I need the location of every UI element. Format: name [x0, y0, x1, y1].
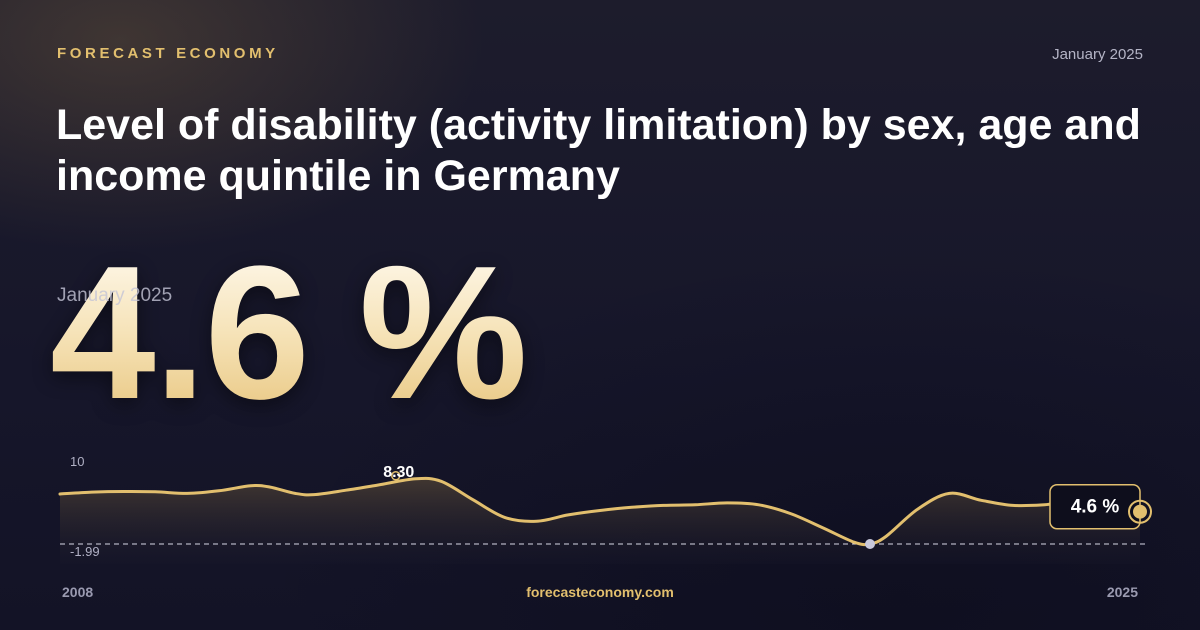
- area-fill: [60, 478, 1140, 564]
- min-marker: [865, 539, 875, 549]
- x-axis-start-label: 2008: [62, 584, 94, 600]
- series-line: [58, 476, 1142, 547]
- y-axis-max-label: 10: [70, 454, 84, 469]
- date-label-overlay: January 2025: [57, 285, 173, 306]
- y-axis-min-label: -1.99: [70, 544, 100, 559]
- page-title: Level of disability (activity limitation…: [56, 101, 1141, 200]
- last-value-label: 4.6 %: [1071, 497, 1120, 518]
- brand-name: FORECAST ECONOMY: [57, 45, 279, 62]
- peak-label: 8.30: [383, 464, 414, 481]
- last-point-ring: [1128, 499, 1152, 524]
- current-value: 4.6 %: [50, 227, 528, 439]
- trend-chart: 10 -1.99 8.30 4.6 %: [58, 454, 1152, 564]
- last-point-marker: [1133, 504, 1147, 519]
- x-axis-end-label: 2025: [1106, 584, 1138, 600]
- date-label-top: January 2025: [1052, 46, 1143, 63]
- site-link[interactable]: forecasteconomy.com: [526, 584, 674, 600]
- peak-marker: [391, 471, 401, 481]
